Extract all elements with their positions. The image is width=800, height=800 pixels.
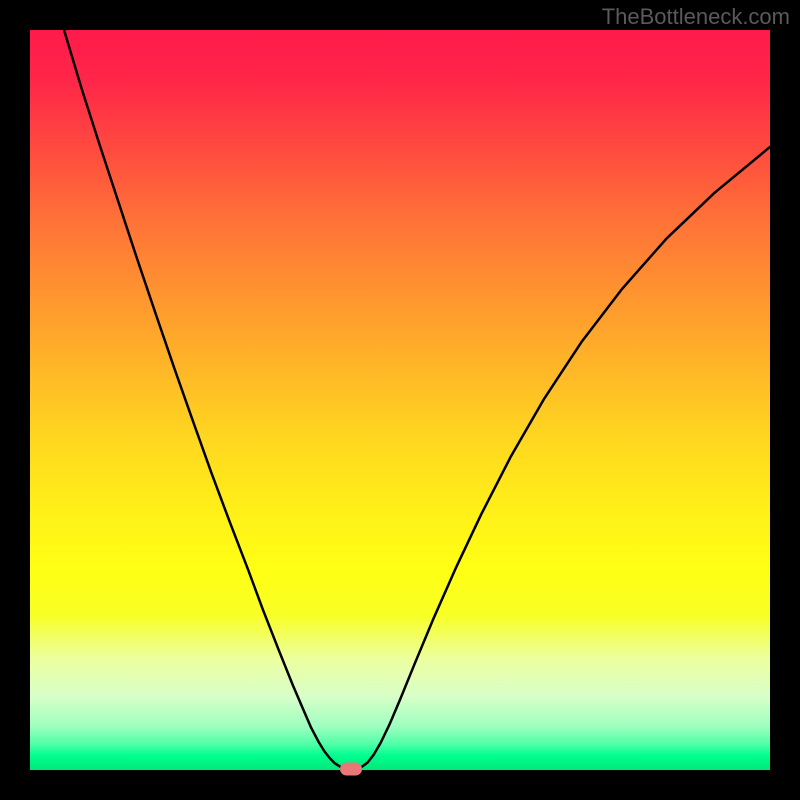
plot-area	[30, 30, 770, 770]
minimum-marker	[340, 762, 362, 775]
watermark-text: TheBottleneck.com	[602, 4, 790, 30]
bottleneck-curve	[30, 30, 770, 770]
